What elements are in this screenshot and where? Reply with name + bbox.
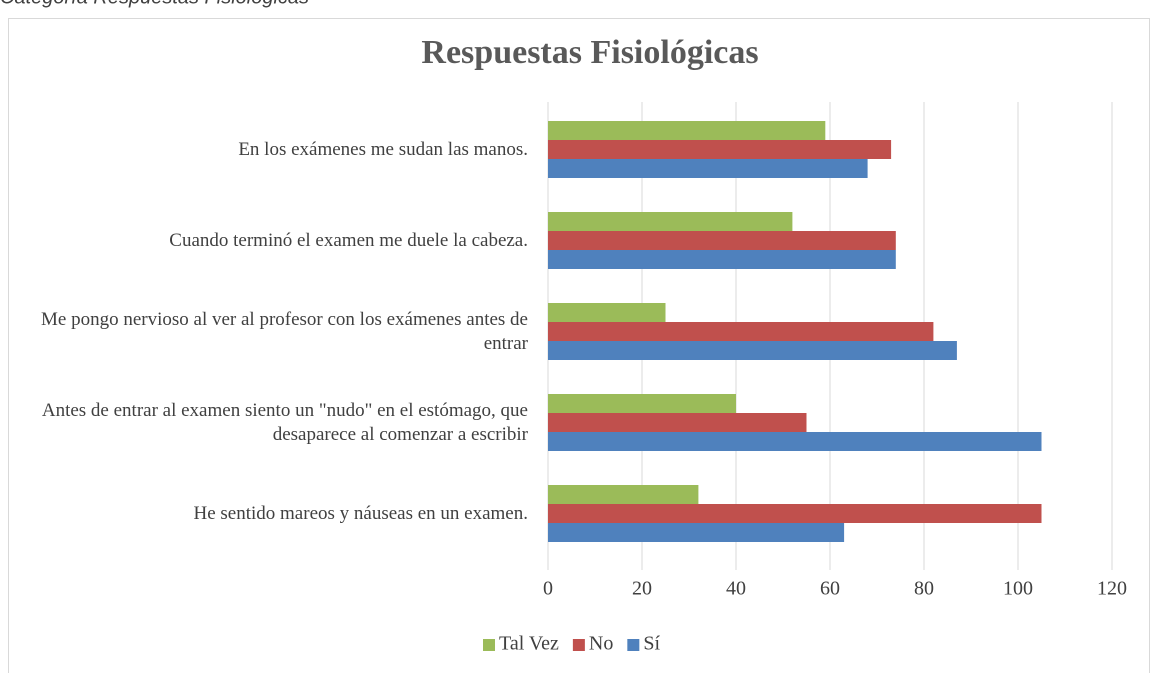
bar xyxy=(548,212,793,231)
x-tick-label: 80 xyxy=(914,578,934,600)
x-tick-label: 0 xyxy=(543,578,553,600)
legend-label: No xyxy=(589,633,613,655)
legend-swatch xyxy=(627,639,640,651)
bar xyxy=(548,485,699,504)
legend-label: Tal Vez xyxy=(499,633,559,655)
legend-swatch xyxy=(483,639,495,651)
x-tick-label: 120 xyxy=(1097,578,1127,600)
bar xyxy=(548,413,807,432)
bar xyxy=(548,432,1042,451)
bar xyxy=(548,231,896,250)
bar xyxy=(548,341,957,360)
bar xyxy=(548,322,934,341)
bar xyxy=(548,159,868,178)
bar xyxy=(548,121,826,140)
x-tick-label: 60 xyxy=(820,578,840,600)
bar xyxy=(548,394,736,413)
x-tick-label: 40 xyxy=(726,578,746,600)
legend-label: Sí xyxy=(643,633,660,655)
bar xyxy=(548,250,896,269)
y-tick-label: En los exámenes me sudan las manos. xyxy=(238,138,528,160)
bar xyxy=(548,140,892,159)
bar xyxy=(548,504,1042,523)
bar xyxy=(548,303,666,322)
bar xyxy=(548,523,845,542)
x-tick-label: 100 xyxy=(1003,578,1033,600)
y-tick-label: Antes de entrar al examen siento un "nud… xyxy=(41,399,528,445)
chart-title: Respuestas Fisiológicas xyxy=(421,34,758,71)
y-tick-label: Me pongo nervioso al ver al profesor con… xyxy=(41,308,528,354)
y-tick-label: He sentido mareos y náuseas en un examen… xyxy=(193,502,528,524)
caption: Categoría Respuestas Fisiológicas xyxy=(0,0,309,8)
y-tick-label: Cuando terminó el examen me duele la cab… xyxy=(169,229,528,251)
x-tick-label: 20 xyxy=(632,578,652,600)
legend-swatch xyxy=(572,639,585,651)
